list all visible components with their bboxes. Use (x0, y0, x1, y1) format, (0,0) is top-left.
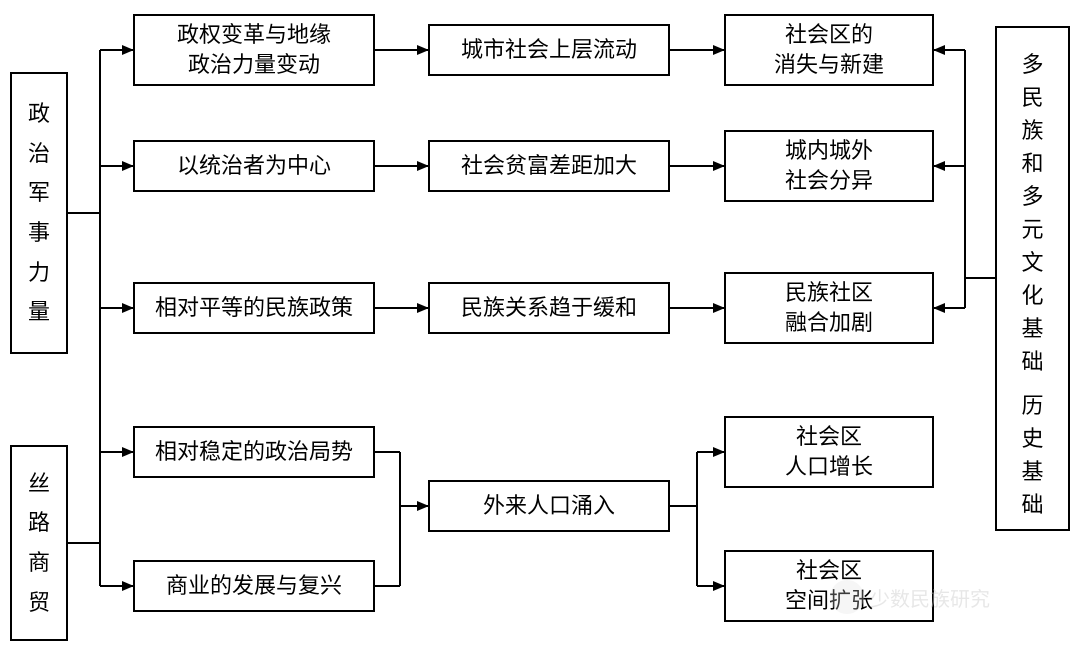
l: 力 (28, 253, 50, 293)
node-ethnic-relations-ease: 民族关系趋于缓和 (428, 282, 670, 334)
left-box-silk-road-trade: 丝 路 商 贸 (10, 445, 68, 641)
t: 社会区的 (774, 20, 884, 50)
t: 社会区 (785, 422, 873, 452)
l: 和 (1021, 147, 1043, 180)
node-area-population-growth: 社会区 人口增长 (724, 416, 934, 488)
right-box-foundation: 多 民 族 和 多 元 文 化 基 础 历 史 基 础 (995, 26, 1070, 531)
node-ruler-centered: 以统治者为中心 (133, 140, 375, 192)
node-population-influx: 外来人口涌入 (428, 480, 670, 532)
t: 民族关系趋于缓和 (461, 293, 637, 323)
l: 路 (28, 503, 50, 543)
t: 外来人口涌入 (483, 491, 615, 521)
t: 人口增长 (785, 452, 873, 482)
t: 社会贫富差距加大 (461, 151, 637, 181)
l: 商 (28, 543, 50, 583)
node-stable-politics: 相对稳定的政治局势 (133, 426, 375, 478)
l: 史 (1021, 422, 1043, 455)
l: 础 (1021, 488, 1043, 521)
t: 政权变革与地缘 (177, 20, 331, 50)
node-upper-mobility: 城市社会上层流动 (428, 24, 670, 76)
node-inner-outer-divergence: 城内城外 社会分异 (724, 130, 934, 202)
node-equal-policy: 相对平等的民族政策 (133, 282, 375, 334)
l: 础 (1021, 345, 1043, 378)
l: 民 (1021, 81, 1043, 114)
l: 基 (1021, 312, 1043, 345)
t: 消失与新建 (774, 50, 884, 80)
l: 多 (1021, 180, 1043, 213)
l: 多 (1021, 48, 1043, 81)
t: 城内城外 (785, 136, 873, 166)
watermark-text: 少数民族研究 (870, 583, 990, 612)
l: 丝 (28, 464, 50, 504)
l: 基 (1021, 455, 1043, 488)
l: 政 (28, 94, 50, 134)
node-ethnic-community-merge: 民族社区 融合加剧 (724, 272, 934, 344)
t: 商业的发展与复兴 (166, 571, 342, 601)
t: 社会分异 (785, 166, 873, 196)
left-box-political-military: 政 治 军 事 力 量 (10, 72, 68, 354)
l: 元 (1021, 213, 1043, 246)
watermark: 少数民族研究 (830, 580, 990, 614)
l: 军 (28, 173, 50, 213)
t: 相对稳定的政治局势 (155, 437, 353, 467)
t: 城市社会上层流动 (461, 35, 637, 65)
l: 贸 (28, 583, 50, 623)
l: 治 (28, 134, 50, 174)
t: 以统治者为中心 (177, 151, 331, 181)
node-social-area-change: 社会区的 消失与新建 (724, 14, 934, 86)
node-regime-change: 政权变革与地缘 政治力量变动 (133, 14, 375, 86)
node-wealth-gap: 社会贫富差距加大 (428, 140, 670, 192)
t: 融合加剧 (785, 308, 873, 338)
t: 政治力量变动 (177, 50, 331, 80)
l: 事 (28, 213, 50, 253)
node-commerce-revival: 商业的发展与复兴 (133, 560, 375, 612)
l: 文 (1021, 246, 1043, 279)
l: 化 (1021, 279, 1043, 312)
t: 民族社区 (785, 278, 873, 308)
l: 量 (28, 292, 50, 332)
l: 历 (1021, 389, 1043, 422)
watermark-icon (830, 580, 864, 614)
t: 相对平等的民族政策 (155, 293, 353, 323)
l: 族 (1021, 114, 1043, 147)
